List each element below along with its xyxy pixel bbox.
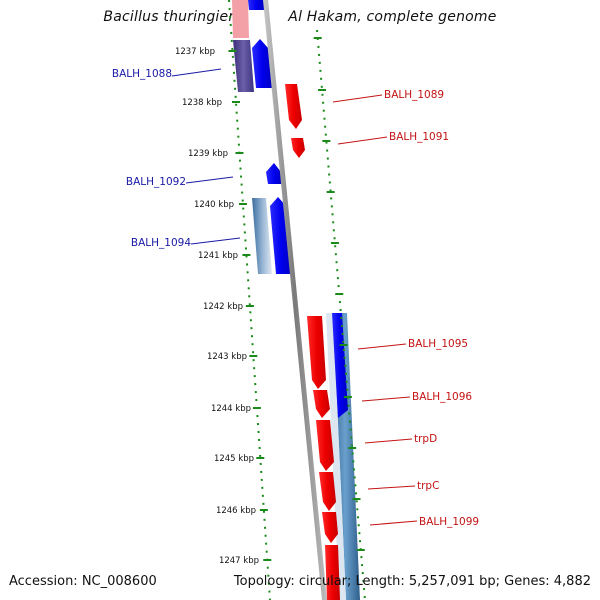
genome-summary-text: Topology: circular; Length: 5,257,091 bp…: [233, 574, 591, 589]
ruler-labels: 1237 kbp 1238 kbp 1239 kbp 1240 kbp 1241…: [175, 47, 259, 566]
gene-balh-1095-blue: [332, 313, 348, 418]
right-gene-labels: BALH_1089 BALH_1091 BALH_1095 BALH_1096 …: [332, 89, 479, 528]
gene-balh-1089-arrow: [285, 84, 302, 129]
label-balh-1092[interactable]: BALH_1092: [126, 176, 186, 188]
leader-balh-1092: [185, 176, 234, 184]
gene-balh-1095-red: [307, 316, 326, 389]
label-balh-1099[interactable]: BALH_1099: [419, 516, 479, 528]
gene-balh-1088-body: [233, 40, 254, 92]
gene-balh-1088-arrow: [252, 39, 272, 88]
leader-balh-1095: [357, 343, 407, 350]
leader-balh-1088: [171, 68, 222, 77]
left-gene-labels: BALH_1088 BALH_1092 BALH_1094: [112, 68, 241, 249]
tick-label-1242: 1242 kbp: [203, 302, 243, 312]
label-balh-1095[interactable]: BALH_1095: [408, 338, 468, 350]
tick-label-1238: 1238 kbp: [182, 98, 222, 108]
label-balh-1094[interactable]: BALH_1094: [131, 237, 191, 249]
genome-title: Bacillus thuringiensis str. Al Hakam, co…: [103, 9, 497, 25]
tick-label-1246: 1246 kbp: [216, 506, 256, 516]
gene-balh-1091-arrow: [291, 138, 305, 158]
tick-label-1245: 1245 kbp: [214, 454, 254, 464]
feature-band-left: [252, 198, 272, 274]
label-trpD[interactable]: trpD: [414, 433, 437, 445]
gene-balh-1092-arrow: [266, 163, 282, 184]
leader-balh-1089: [332, 94, 383, 103]
gene-balh-1099-red: [322, 512, 338, 543]
ruler-tick-marks: [228, 37, 365, 561]
leader-balh-1091: [337, 136, 388, 145]
leader-trpC: [367, 485, 416, 490]
tick-label-1237: 1237 kbp: [175, 47, 215, 57]
leader-balh-1094: [190, 237, 241, 245]
tick-label-1244: 1244 kbp: [211, 404, 251, 414]
tick-label-1239: 1239 kbp: [188, 149, 228, 159]
gene-top-partial-pink: [232, 0, 249, 38]
feature-band-highlight: [326, 313, 346, 600]
gene-trpD-red: [316, 420, 334, 471]
gene-balh-1096-red: [313, 390, 330, 418]
tick-label-1243: 1243 kbp: [207, 352, 247, 362]
label-balh-1091[interactable]: BALH_1091: [389, 131, 449, 143]
gene-trpC-red: [319, 472, 336, 511]
label-balh-1096[interactable]: BALH_1096: [412, 391, 472, 403]
gene-bottom-red: [325, 545, 340, 600]
tick-label-1241: 1241 kbp: [198, 251, 238, 261]
label-balh-1089[interactable]: BALH_1089: [384, 89, 444, 101]
label-balh-1088[interactable]: BALH_1088: [112, 68, 172, 80]
tick-label-1240: 1240 kbp: [194, 200, 234, 210]
tick-label-1247: 1247 kbp: [219, 556, 259, 566]
leader-balh-1096: [361, 396, 411, 402]
gene-top-partial-blue: [248, 0, 265, 10]
leader-balh-1099: [369, 520, 418, 526]
accession-text: Accession: NC_008600: [9, 574, 157, 589]
genome-backbone: [263, 0, 327, 600]
label-trpC[interactable]: trpC: [417, 480, 439, 492]
leader-trpD: [364, 438, 413, 444]
